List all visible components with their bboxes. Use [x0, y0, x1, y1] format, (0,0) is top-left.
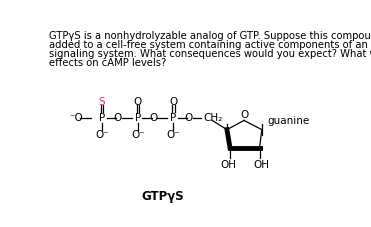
- Text: guanine: guanine: [267, 116, 309, 126]
- Text: OH: OH: [253, 160, 269, 170]
- Text: GTPγS: GTPγS: [141, 190, 184, 203]
- Text: added to a cell-free system containing active components of an adrenergic: added to a cell-free system containing a…: [49, 40, 371, 50]
- Text: P: P: [170, 113, 177, 123]
- Text: signaling system. What consequences would you expect? What would be the: signaling system. What consequences woul…: [49, 49, 371, 59]
- Text: O: O: [169, 97, 178, 107]
- Text: P: P: [135, 113, 141, 123]
- Text: CH₂: CH₂: [204, 113, 223, 123]
- Text: O⁻: O⁻: [167, 131, 180, 141]
- Text: O: O: [185, 113, 193, 123]
- Text: OH: OH: [220, 160, 236, 170]
- Text: O: O: [241, 110, 249, 120]
- Text: GTPγS is a nonhydrolyzable analog of GTP. Suppose this compound were: GTPγS is a nonhydrolyzable analog of GTP…: [49, 31, 371, 41]
- Text: S: S: [99, 97, 105, 107]
- Text: O⁻: O⁻: [95, 131, 109, 141]
- Text: O⁻: O⁻: [131, 131, 145, 141]
- Text: O: O: [149, 113, 157, 123]
- Text: effects on cAMP levels?: effects on cAMP levels?: [49, 58, 166, 68]
- Text: ⁻O: ⁻O: [69, 113, 83, 123]
- Text: O: O: [114, 113, 122, 123]
- Text: P: P: [99, 113, 105, 123]
- Text: O: O: [134, 97, 142, 107]
